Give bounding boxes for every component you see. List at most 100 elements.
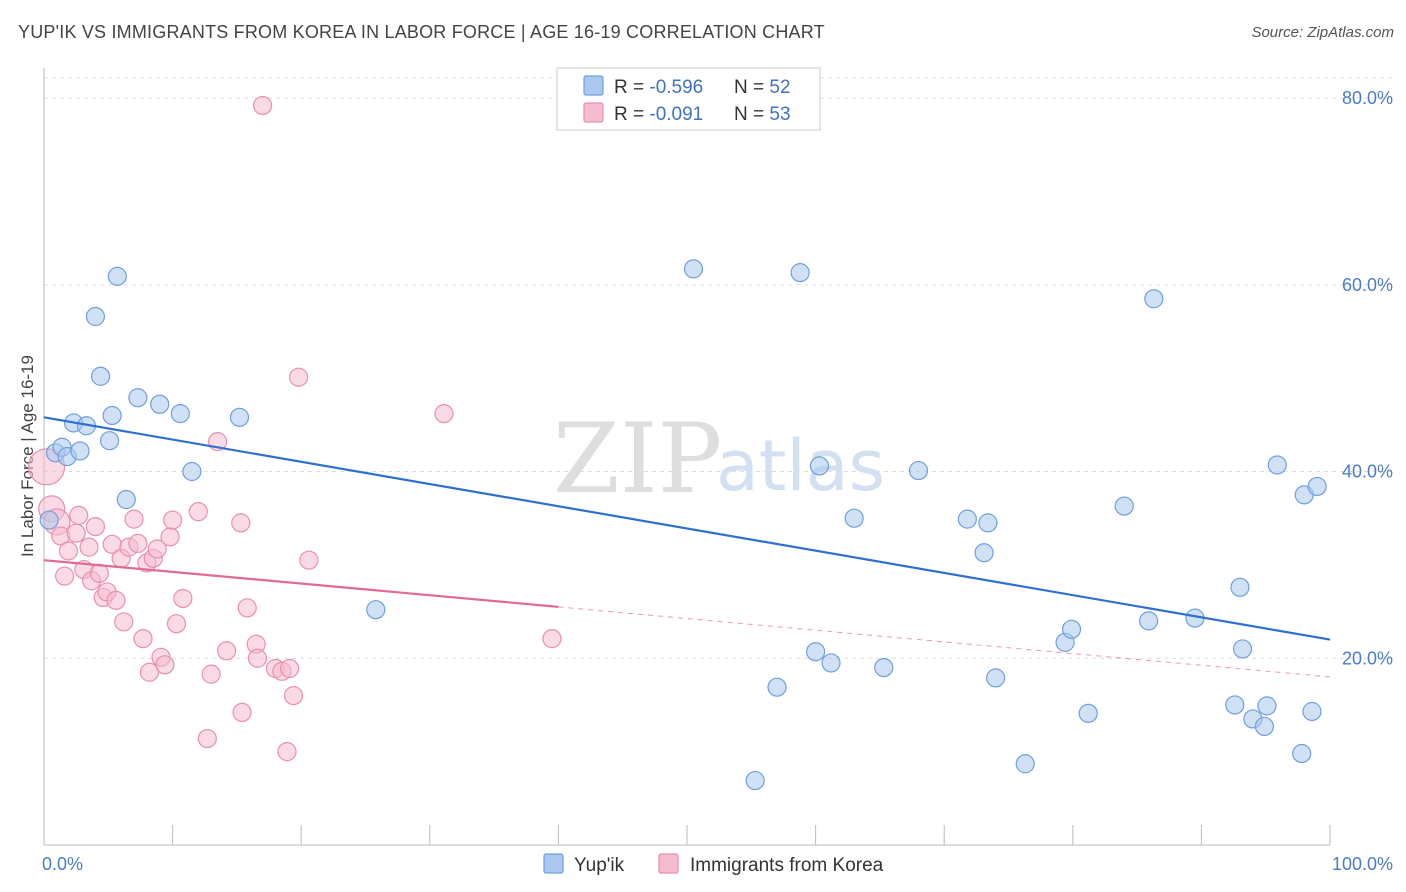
yupik-point-41: [1225, 695, 1245, 715]
y-tick-label-1: 40.0%: [1342, 462, 1393, 482]
yupik-point-45: [1254, 716, 1275, 737]
korea-point-47: [280, 658, 300, 679]
yupik-point-0: [39, 510, 59, 530]
yupik-point-36: [1078, 703, 1098, 723]
yupik-point-15: [170, 404, 190, 424]
korea-point-50: [299, 550, 319, 570]
yupik-point-8: [90, 366, 111, 386]
korea-point-9: [79, 537, 99, 557]
korea-point-12: [89, 563, 109, 583]
korea-point-20: [124, 509, 144, 529]
gridlines: [44, 77, 1395, 659]
yupik-point-21: [767, 677, 787, 697]
yupik-point-19: [683, 259, 704, 279]
yupik-point-33: [1015, 754, 1035, 774]
korea-point-6: [66, 523, 86, 543]
chart-title: YUP'IK VS IMMIGRANTS FROM KOREA IN LABOR…: [18, 22, 825, 42]
yupik-point-14: [150, 394, 170, 414]
yupik-point-50: [1302, 701, 1322, 722]
yupik-point-35: [1061, 619, 1082, 639]
korea-point-40: [237, 598, 257, 618]
korea-point-49: [289, 367, 309, 387]
trendline-korea-extension: [558, 606, 1331, 678]
legend-r-value-yupik: -0.596: [649, 77, 703, 98]
y-axis-label: In Labor Force | Age 16-19: [18, 355, 37, 557]
korea-point-35: [201, 664, 221, 684]
korea-point-51: [434, 404, 454, 424]
trendline-yupik: [43, 416, 1331, 641]
yupik-point-5: [70, 441, 90, 461]
trendline-korea: [43, 559, 559, 608]
yupik-point-46: [1257, 696, 1277, 716]
series-yupik-points: [39, 259, 1327, 791]
yupik-point-28: [908, 460, 929, 481]
korea-point-33: [188, 502, 208, 522]
yupik-point-32: [986, 668, 1006, 688]
korea-point-34: [197, 728, 217, 749]
yupik-point-7: [85, 306, 106, 327]
yupik-point-20: [745, 770, 765, 791]
series-korea-points: [27, 95, 562, 762]
yupik-point-25: [821, 653, 841, 673]
legend-swatch-yupik: [583, 75, 604, 96]
yupik-point-13: [128, 388, 148, 408]
y-tick-label-0: 20.0%: [1342, 648, 1393, 668]
yupik-point-38: [1139, 611, 1159, 631]
korea-point-37: [217, 641, 237, 661]
yupik-point-24: [809, 456, 830, 476]
yupik-point-39: [1144, 289, 1164, 309]
yupik-point-10: [102, 405, 122, 426]
source-label: Source: ZipAtlas.com: [1251, 24, 1394, 41]
korea-point-4: [54, 566, 75, 586]
bottom-legend-swatch-yupik: [543, 853, 564, 874]
yupik-point-26: [844, 508, 864, 528]
x-tick-label-end: 100.0%: [1332, 854, 1393, 874]
legend-bottom: Yup'ik Immigrants from Korea: [543, 853, 884, 876]
trendlines: [43, 416, 1331, 678]
korea-point-38: [231, 513, 251, 533]
watermark-zip: ZIP: [553, 403, 722, 515]
korea-point-7: [69, 505, 89, 525]
yupik-point-9: [99, 431, 120, 451]
korea-point-18: [114, 612, 134, 632]
korea-point-28: [155, 655, 175, 675]
legend-n-value-yupik: 52: [769, 77, 790, 98]
yupik-point-18: [366, 600, 386, 620]
korea-point-29: [160, 527, 180, 547]
korea-point-5: [58, 541, 79, 561]
korea-point-30: [163, 510, 183, 530]
yupik-point-16: [182, 461, 202, 482]
legend-r-label-korea: R = -0.091: [614, 104, 703, 125]
yupik-point-42: [1230, 577, 1250, 597]
yupik-point-12: [116, 489, 136, 510]
korea-point-46: [277, 742, 297, 762]
x-tick-labels: 0.0% 100.0%: [42, 854, 1393, 874]
y-tick-labels: 20.0% 40.0% 60.0% 80.0%: [1342, 88, 1393, 668]
yupik-point-47: [1267, 455, 1287, 475]
yupik-point-17: [229, 407, 250, 427]
yupik-point-43: [1232, 639, 1253, 659]
korea-point-26: [147, 539, 167, 559]
legend-r-label-yupik: R = -0.596: [614, 77, 703, 98]
yupik-point-51: [1307, 476, 1327, 497]
korea-point-24: [139, 662, 160, 682]
korea-point-43: [253, 95, 273, 116]
yupik-point-27: [874, 657, 894, 678]
yupik-point-11: [107, 266, 127, 286]
watermark: ZIP atlas: [553, 403, 885, 515]
y-tick-label-3: 80.0%: [1342, 88, 1393, 108]
yupik-point-31: [978, 513, 998, 533]
yupik-point-23: [805, 642, 826, 662]
korea-point-39: [232, 702, 252, 723]
korea-point-52: [542, 629, 562, 649]
legend-r-value-korea: -0.091: [649, 104, 703, 125]
axes: [43, 68, 1331, 846]
korea-point-11: [85, 516, 106, 537]
korea-point-32: [173, 588, 193, 609]
korea-point-31: [166, 614, 187, 634]
korea-point-42: [247, 648, 268, 668]
legend-n-label-yupik: N = 52: [734, 77, 791, 98]
watermark-atlas: atlas: [716, 425, 885, 507]
korea-point-22: [133, 629, 153, 649]
